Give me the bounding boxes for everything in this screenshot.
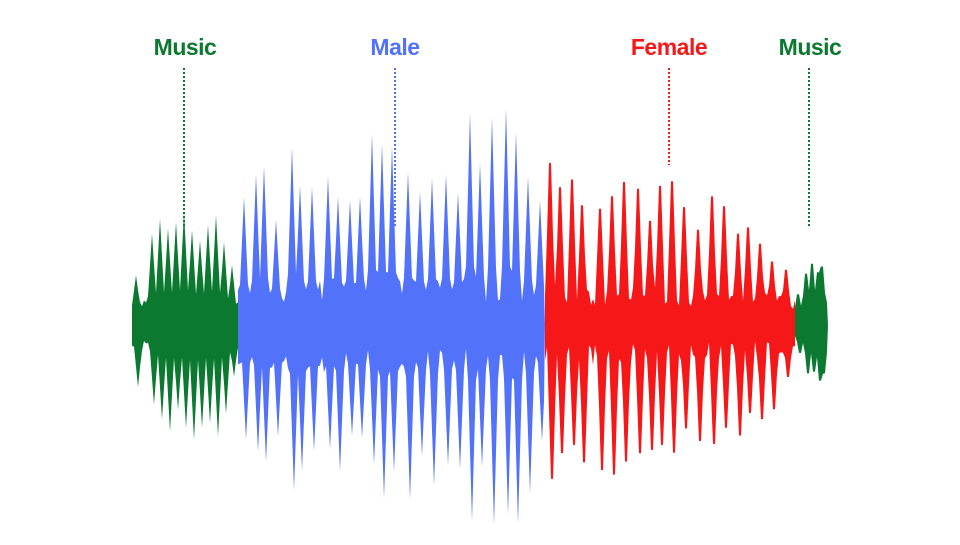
waveform-segment-music-1 <box>132 212 238 440</box>
label-music-1: Music <box>153 34 217 60</box>
label-music-2: Music <box>778 34 842 60</box>
label-male: Male <box>370 34 420 60</box>
waveform-segment-music-2 <box>795 263 828 381</box>
waveform-segments <box>132 107 828 525</box>
waveform-segment-male <box>238 107 545 525</box>
waveform-segment-female <box>545 163 795 479</box>
leader-lines <box>183 68 810 228</box>
label-female: Female <box>630 34 708 60</box>
